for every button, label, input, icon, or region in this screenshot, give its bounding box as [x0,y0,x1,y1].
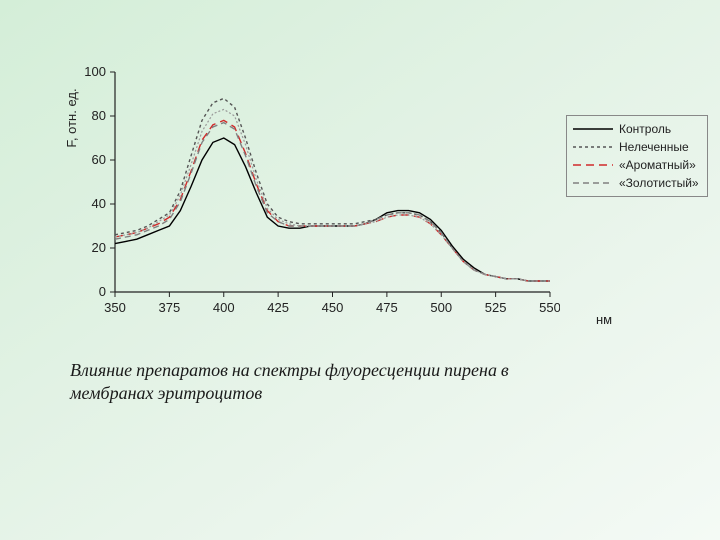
legend-label: «Ароматный» [619,158,696,172]
legend-item: «Золотистый» [573,174,699,192]
figure-caption: Влияние препаратов на спектры флуоресцен… [70,360,570,405]
svg-text:20: 20 [92,240,106,255]
svg-text:0: 0 [99,284,106,299]
svg-text:F, отн. ед.: F, отн. ед. [64,88,79,147]
legend-line-icon [573,159,613,171]
legend-label: Нелеченные [619,140,689,154]
svg-text:525: 525 [485,300,507,315]
legend-line-icon [573,141,613,153]
svg-text:375: 375 [159,300,181,315]
svg-text:40: 40 [92,196,106,211]
x-axis-unit: нм [596,312,612,327]
svg-text:425: 425 [267,300,289,315]
legend-line-icon [573,123,613,135]
fluorescence-chart: 0 20 40 60 80 100 350 375 400 425 450 475 500 525 550 F… [60,60,560,320]
legend-line-icon [573,177,613,189]
svg-text:80: 80 [92,108,106,123]
legend-item: Нелеченные [573,138,699,156]
legend-label: «Золотистый» [619,176,699,190]
svg-text:500: 500 [430,300,452,315]
legend-item: «Ароматный» [573,156,699,174]
chart-legend: Контроль Нелеченные «Ароматный» «Золотистый… [566,115,708,197]
svg-text:400: 400 [213,300,235,315]
svg-text:475: 475 [376,300,398,315]
legend-item: Контроль [573,120,699,138]
svg-text:350: 350 [104,300,126,315]
svg-text:60: 60 [92,152,106,167]
legend-label: Контроль [619,122,671,136]
svg-text:450: 450 [322,300,344,315]
svg-text:550: 550 [539,300,560,315]
svg-text:100: 100 [84,64,106,79]
